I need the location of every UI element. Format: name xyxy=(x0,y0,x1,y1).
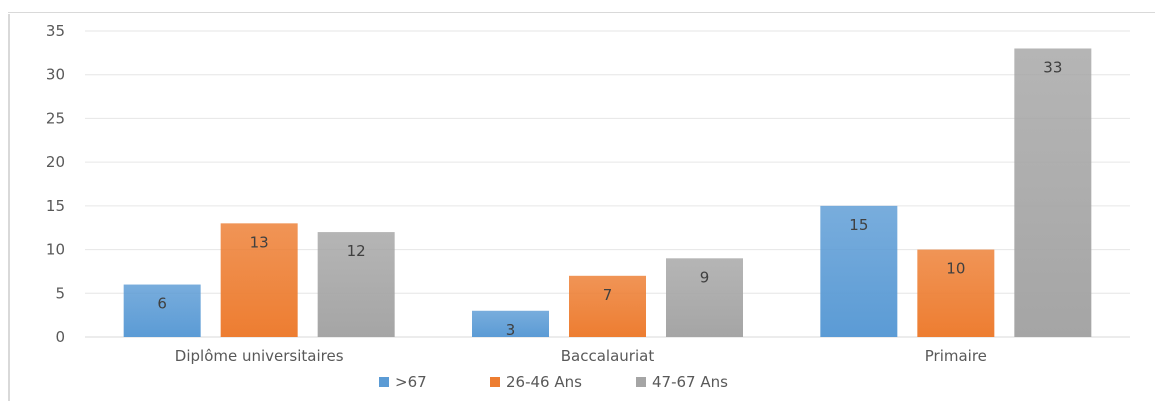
y-tick-label: 20 xyxy=(46,153,65,171)
data-label: 33 xyxy=(1043,58,1062,76)
data-label: 10 xyxy=(946,260,965,278)
data-label: 9 xyxy=(700,268,710,286)
axis-layer: 0 5 10 15 20 25 30 35 Diplôme universitaires Bacc… xyxy=(46,22,987,365)
x-category-label: Baccalauriat xyxy=(561,347,655,365)
y-tick-label: 30 xyxy=(46,66,65,84)
chart-left-border xyxy=(8,14,10,401)
y-tick-label: 35 xyxy=(46,22,65,40)
legend-swatch xyxy=(490,377,500,387)
bar-2-1 xyxy=(917,249,995,337)
y-tick-label: 0 xyxy=(55,328,65,346)
y-tick-label: 15 xyxy=(46,197,65,215)
legend-label: 26-46 Ans xyxy=(506,373,582,391)
bar-1-1 xyxy=(569,275,646,337)
bar-1-2 xyxy=(666,258,743,337)
data-label: 12 xyxy=(347,242,366,260)
data-label: 3 xyxy=(506,321,516,339)
bar-0-0 xyxy=(123,284,201,337)
x-category-label: Primaire xyxy=(925,347,987,365)
bar-2-0 xyxy=(820,205,898,337)
y-tick-label: 25 xyxy=(46,109,65,127)
legend-label: >67 xyxy=(395,373,427,391)
data-label: 15 xyxy=(849,216,868,234)
legend-swatch xyxy=(636,377,646,387)
bar-2-2 xyxy=(1014,48,1092,337)
y-tick-label: 10 xyxy=(46,241,65,259)
bar-1-0 xyxy=(472,310,549,337)
bar-0-2 xyxy=(317,232,395,337)
data-label: 13 xyxy=(250,233,269,251)
bar-0-1 xyxy=(220,223,298,337)
x-category-label: Diplôme universitaires xyxy=(175,347,344,365)
data-label: 6 xyxy=(157,295,167,313)
data-label: 7 xyxy=(603,286,613,304)
chart-top-border xyxy=(8,12,1155,13)
bars-layer xyxy=(123,48,1092,337)
legend-label: 47-67 Ans xyxy=(652,373,728,391)
legend: >67 26-46 Ans 47-67 Ans xyxy=(379,373,728,391)
legend-swatch xyxy=(379,377,389,387)
y-tick-label: 5 xyxy=(55,284,65,302)
data-labels-layer: 6 13 12 3 7 9 15 10 33 xyxy=(157,58,1062,338)
